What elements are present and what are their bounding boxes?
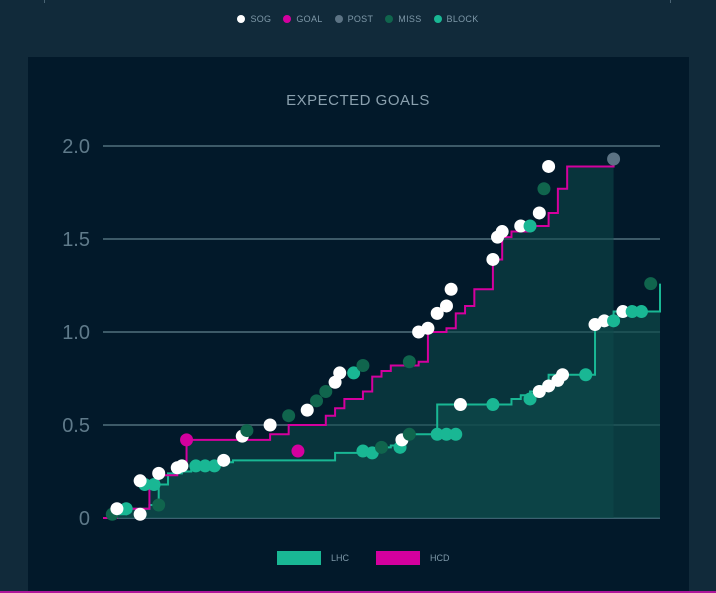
shot-point-sog [133,474,147,488]
shot-point-block [430,427,444,441]
shot-point-block [625,305,639,319]
y-tick-label: 0.5 [62,415,90,437]
shot-point-goal [291,444,305,458]
shot-point-miss [402,427,416,441]
legend-label: GOAL [296,14,323,24]
shot-point-miss [356,358,370,372]
shot-point-sog [300,403,314,417]
shot-point-block [523,392,537,406]
shot-point-block [607,314,621,328]
shot-point-miss [644,277,658,291]
shot-point-block [189,459,203,473]
shot-point-block [634,305,648,319]
legend-item-goal: GOAL [283,14,322,24]
legend-item-post: POST [334,14,374,24]
legend-dot-icon [385,15,394,23]
shot-point-sog [616,305,630,319]
legend-item-block: BLOCK [433,14,479,24]
shot-point-block [347,366,361,380]
legend-dot-icon [433,15,442,23]
shot-point-sog [152,466,166,480]
y-tick-label: 0 [79,508,90,530]
shot-point-miss [310,394,324,408]
shot-point-block [449,427,463,441]
shot-point-block [579,368,593,382]
shot-point-goal [180,433,194,447]
shot-point-block [486,398,500,412]
shot-point-block [198,459,212,473]
top-tick-left [44,0,45,3]
shot-point-miss [240,424,254,438]
shot-point-block [119,502,133,516]
shot-point-sog [217,453,231,467]
shot-point-sog [175,459,189,473]
shot-point-block [523,219,537,233]
shot-point-sog [133,507,147,521]
shot-point-sog [495,225,509,239]
shot-point-miss [402,355,416,369]
series-legend-swatch [376,551,420,565]
shot-point-sog [597,314,611,328]
chart-title: EXPECTED GOALS [286,92,430,109]
legend-dot-icon [283,15,292,23]
shot-point-miss [537,182,551,196]
legend-label: SOG [250,14,272,24]
shot-type-legend: SOG GOAL POST MISS BLOCK [0,14,716,24]
shot-point-sog [486,252,500,266]
shot-point-sog [556,368,570,382]
shot-point-sog [453,398,467,412]
bottom-accent-line [0,591,716,593]
shot-point-sog [430,306,444,320]
shot-point-miss [375,440,388,454]
shot-point-miss [152,498,166,512]
y-tick-label: 1.0 [62,322,90,344]
shot-point-sog [514,219,528,233]
shot-point-sog [532,206,546,220]
shot-point-sog [263,418,277,432]
legend-label: MISS [398,14,422,24]
shot-point-sog [444,282,458,296]
series-area-hcd [103,159,614,518]
shot-point-block [147,478,161,492]
shot-point-block [439,427,453,441]
series-legend-swatch [277,551,321,565]
shot-point-sog [110,502,124,516]
legend-item-miss: MISS [385,14,421,24]
legend-label: BLOCK [446,14,479,24]
y-tick-label: 2.0 [62,136,90,158]
shot-point-sog [421,321,435,335]
shot-point-sog [542,159,556,173]
shot-point-miss [319,385,333,399]
legend-item-sog: SOG [237,14,271,24]
legend-label: POST [347,14,374,24]
top-tick-right [670,0,671,3]
shot-point-sog [333,366,347,380]
series-legend-label: HCD [430,553,450,563]
legend-dot-icon [237,15,246,23]
shot-point-post [607,152,621,166]
series-legend-label: LHC [331,553,350,563]
shot-point-sog [439,299,453,313]
legend-dot-icon [334,15,343,23]
y-tick-label: 1.5 [62,229,90,251]
shot-point-miss [282,409,296,423]
